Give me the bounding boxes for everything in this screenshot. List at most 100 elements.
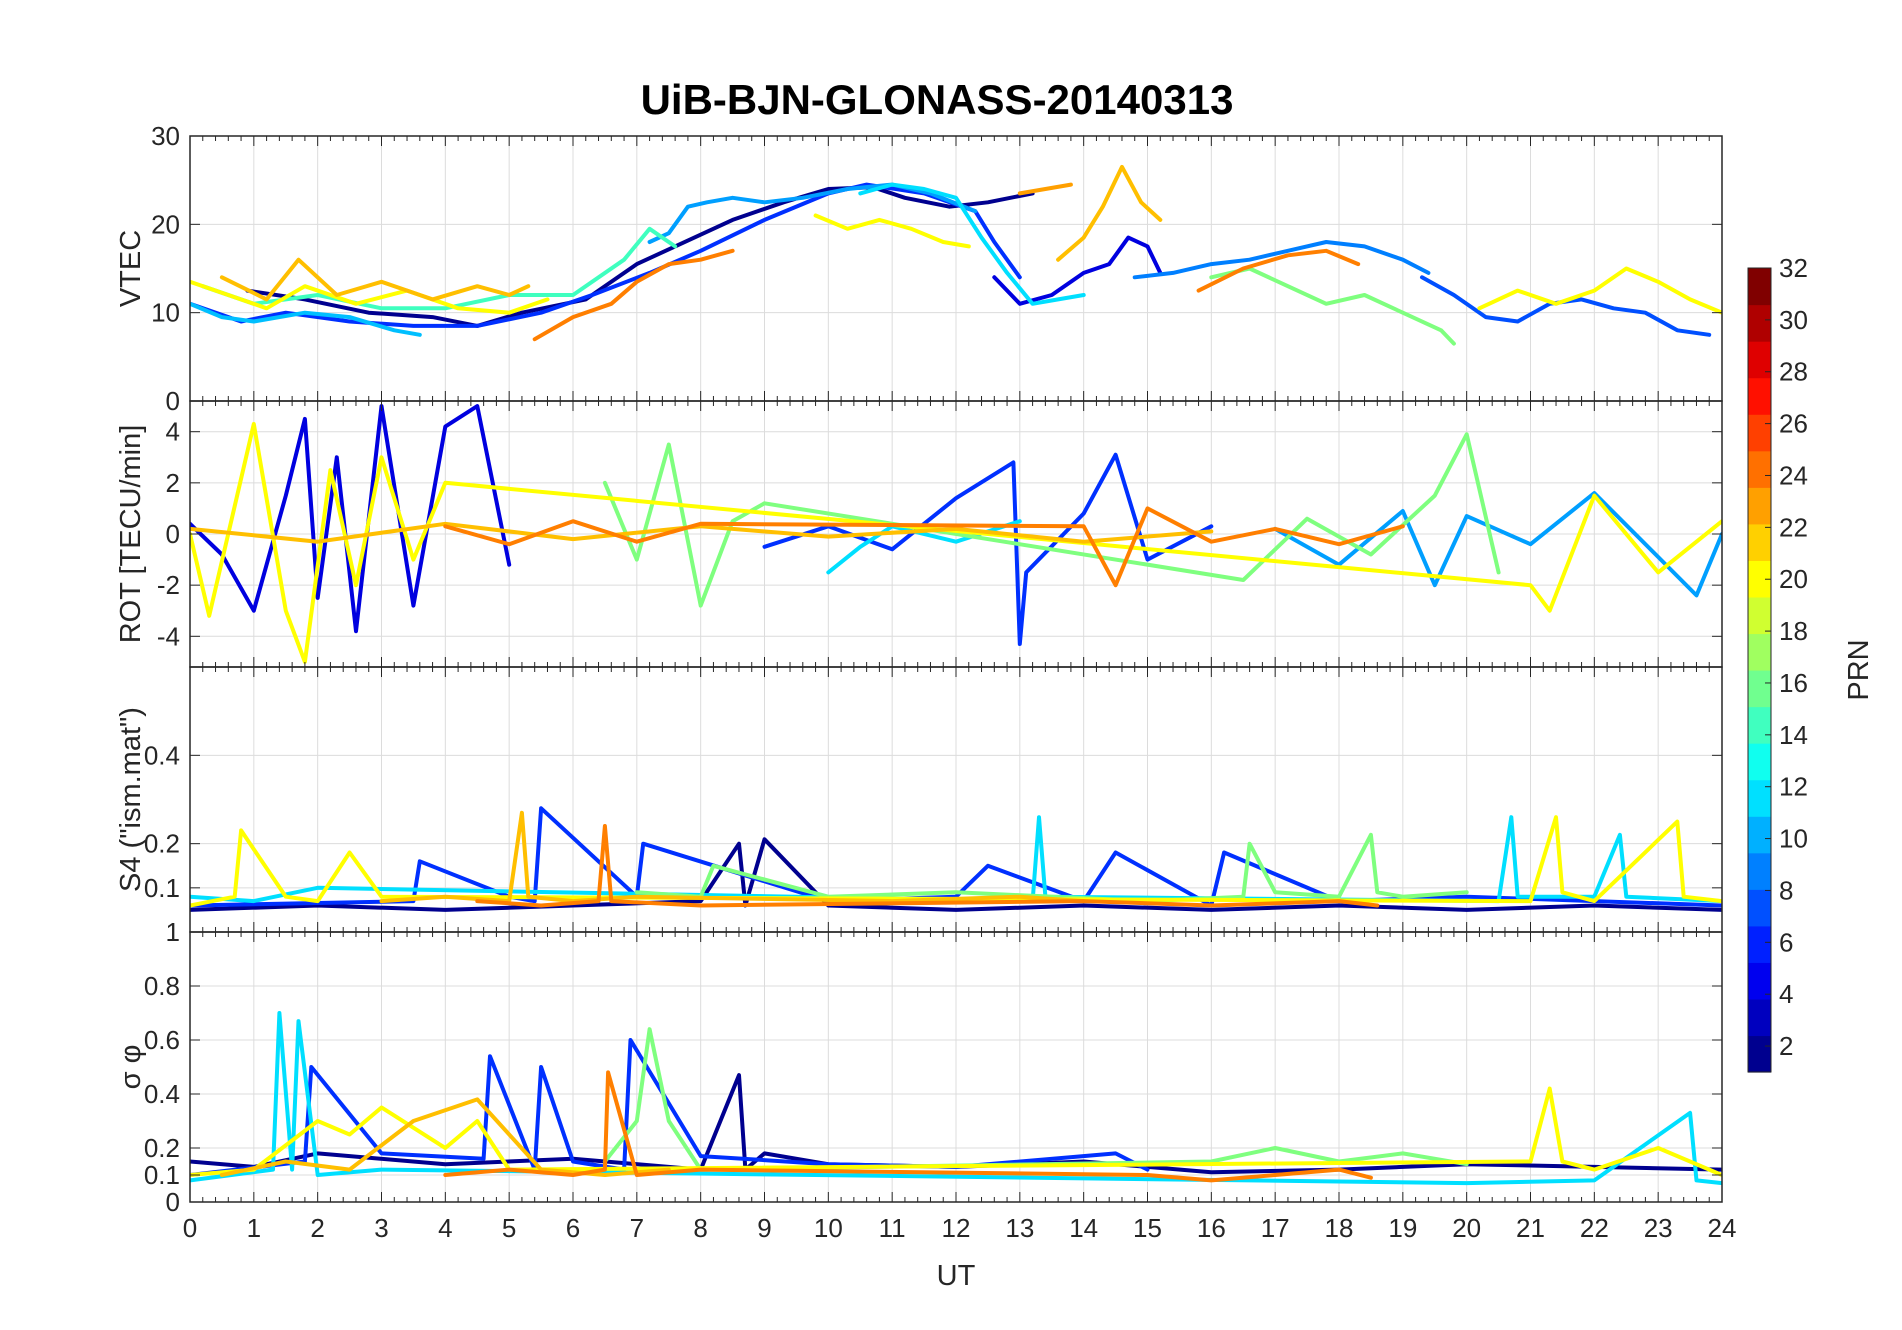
y-tick-label: 30 [151, 121, 180, 151]
colorbar-segment [1748, 487, 1771, 525]
x-tick-label: 0 [183, 1213, 197, 1243]
series-line-prn-24 [475, 824, 1380, 908]
x-tick-label: 4 [438, 1213, 452, 1243]
x-tick-label: 7 [630, 1213, 644, 1243]
colorbar-tick-label: 18 [1779, 616, 1808, 646]
colorbar-segment [1748, 304, 1771, 342]
x-tick-label: 13 [1005, 1213, 1034, 1243]
series-line-prn-20 [190, 422, 1722, 664]
x-tick-label: 1 [247, 1213, 261, 1243]
colorbar-segment [1748, 633, 1771, 671]
y-tick-label: 4 [166, 417, 180, 447]
colorbar-tick-label: 4 [1779, 979, 1793, 1009]
x-tick-label: 2 [310, 1213, 324, 1243]
series-line-prn-2 [190, 837, 1722, 912]
series-line-prn-22 [219, 257, 531, 302]
series-line-prn-24 [532, 248, 735, 342]
series-line-prn-24 [443, 506, 1405, 588]
x-tick-label: 21 [1516, 1213, 1545, 1243]
y-tick-label-top: 1 [166, 917, 180, 947]
colorbar-tick-label: 22 [1779, 512, 1808, 542]
y-tick-label-top: 0 [166, 386, 180, 416]
series-line-prn-22 [190, 521, 1214, 544]
series-line-prn-20 [813, 213, 971, 249]
x-tick-label: 10 [814, 1213, 843, 1243]
y-tick-label: 0.2 [144, 1133, 180, 1163]
x-tick-label: 6 [566, 1213, 580, 1243]
x-tick-label: 22 [1580, 1213, 1609, 1243]
series-line-prn-22 [219, 1097, 671, 1177]
series-group-rot [190, 404, 1722, 664]
colorbar-tick-label: 2 [1779, 1031, 1793, 1061]
x-tick-label: 8 [693, 1213, 707, 1243]
colorbar-tick-label: 20 [1779, 564, 1808, 594]
colorbar-segment [1748, 925, 1771, 963]
series-line-prn-20 [190, 1086, 1722, 1177]
panel-s4: 0.1 0.2 0.4S4 ("ism.mat") [115, 666, 1723, 933]
colorbar-tick-label: 14 [1779, 720, 1808, 750]
y-tick-label: 2 [166, 468, 180, 498]
series-line-prn-16 [1209, 266, 1456, 346]
series-line-prn-20 [190, 279, 550, 315]
chart-title: UiB-BJN-GLONASS-20140313 [641, 76, 1234, 123]
colorbar-tick-label: 26 [1779, 409, 1808, 439]
series-line-prn-9 [1132, 240, 1431, 280]
y-tick-label: 0 [166, 1187, 180, 1217]
y-tick-label: 0.8 [144, 971, 180, 1001]
series-line-prn-24 [443, 1070, 1373, 1183]
series-line-prn-23 [1017, 182, 1073, 196]
x-tick-label: 17 [1261, 1213, 1290, 1243]
colorbar-segment [1748, 670, 1771, 708]
x-tick-label: 18 [1325, 1213, 1354, 1243]
y-axis-label-s4: S4 ("ism.mat") [115, 707, 147, 892]
x-tick-label: 14 [1069, 1213, 1098, 1243]
series-line-prn-12 [858, 182, 1086, 306]
y-axis-label-rot: ROT [TECU/min] [115, 425, 147, 644]
colorbar-segment [1748, 852, 1771, 890]
colorbar-segment [1748, 414, 1771, 452]
y-tick-label: -2 [157, 570, 180, 600]
colorbar-frame [1747, 267, 1772, 1073]
colorbar-segment [1748, 998, 1771, 1037]
series-group-s4 [190, 806, 1722, 912]
series-line-prn-4 [190, 404, 512, 634]
colorbar-segment [1748, 596, 1771, 635]
series-line-prn-4 [992, 235, 1163, 306]
colorbar-tick-label: 16 [1779, 668, 1808, 698]
y-tick-label: 20 [151, 209, 180, 239]
colorbar-segment [1748, 779, 1771, 817]
x-tick-label: 23 [1644, 1213, 1673, 1243]
colorbar-segment [1748, 560, 1771, 598]
y-tick-label: 0.4 [144, 740, 180, 770]
series-line-prn-16 [602, 432, 1501, 608]
colorbar-tick-label: 8 [1779, 875, 1793, 905]
series-line-prn-20 [1477, 266, 1722, 315]
y-tick-label: 0 [166, 519, 180, 549]
x-tick-label: 20 [1452, 1213, 1481, 1243]
colorbar-segment [1748, 962, 1771, 1000]
series-line-prn-12 [190, 1011, 1722, 1186]
colorbar-segment [1748, 889, 1771, 927]
series-group-vtec [190, 164, 1722, 346]
colorbar-tick-label: 28 [1779, 357, 1808, 387]
colorbar-segment [1748, 1035, 1771, 1073]
x-tick-label: 5 [502, 1213, 516, 1243]
series-line-prn-22 [1056, 164, 1163, 262]
colorbar-segment [1748, 816, 1771, 854]
colorbar-tick-label: 12 [1779, 772, 1808, 802]
colorbar-segment [1748, 743, 1771, 781]
colorbar-segment [1748, 706, 1771, 744]
colorbar-tick-label: 10 [1779, 824, 1808, 854]
colorbar-segment [1748, 268, 1771, 306]
colorbar-segment [1748, 450, 1771, 488]
y-tick-label: 0.1 [144, 1160, 180, 1190]
y-tick-label: 0.1 [144, 873, 180, 903]
x-tick-label: 19 [1388, 1213, 1417, 1243]
colorbar-label: PRN [1843, 639, 1875, 700]
y-tick-label: 0.4 [144, 1079, 180, 1109]
colorbar-segment [1748, 523, 1771, 561]
colorbar-tick-label: 24 [1779, 460, 1808, 490]
